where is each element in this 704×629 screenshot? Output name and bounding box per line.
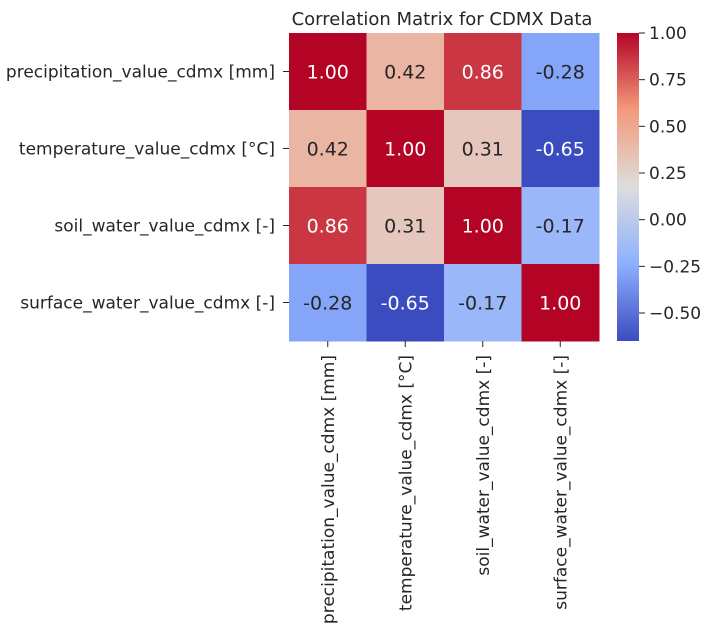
cell-value-label: -0.65 <box>536 139 585 161</box>
heatmap-cell <box>366 110 445 188</box>
cell-value-label: 1.00 <box>307 62 349 84</box>
heatmap-cell <box>366 187 445 265</box>
colorbar-tick-label: 0.25 <box>649 164 687 184</box>
colorbar-tick-label: −0.50 <box>649 304 701 324</box>
cell-value-label: 0.42 <box>307 139 349 161</box>
cell-value-label: 0.31 <box>462 139 504 161</box>
column-label: precipitation_value_cdmx [mm] <box>319 355 339 624</box>
row-label: soil_water_value_cdmx [-] <box>54 217 275 237</box>
cell-value-label: 1.00 <box>539 293 581 315</box>
cell-value-label: 0.86 <box>307 216 349 238</box>
colorbar-tick-label: 0.75 <box>649 71 687 91</box>
heatmap-cell <box>444 264 522 342</box>
heatmap-cell <box>521 110 600 188</box>
heatmap-cell <box>289 110 367 188</box>
cell-value-label: -0.65 <box>381 293 430 315</box>
cell-value-label: 0.42 <box>384 62 426 84</box>
row-label: precipitation_value_cdmx [mm] <box>6 63 275 83</box>
column-label: surface_water_value_cdmx [-] <box>551 355 571 610</box>
column-labels: precipitation_value_cdmx [mm] temperature… <box>319 341 571 624</box>
colorbar-tick-label: −0.25 <box>649 257 701 277</box>
heatmap-cell <box>521 187 600 265</box>
cell-value-label: 1.00 <box>384 139 426 161</box>
colorbar-gradient <box>617 33 639 341</box>
heatmap-cell <box>366 33 445 111</box>
cell-value-label: -0.17 <box>458 293 507 315</box>
heatmap-cells: 1.00 0.42 0.86 -0.28 0.42 1.00 0.31 -0.65 0.86 0.… <box>289 33 600 342</box>
heatmap-cell <box>444 33 522 111</box>
colorbar-tick-label: 0.50 <box>649 117 687 137</box>
heatmap-cell <box>289 187 367 265</box>
row-label: temperature_value_cdmx [°C] <box>19 140 275 160</box>
heatmap-cell <box>366 264 445 342</box>
row-labels: precipitation_value_cdmx [mm] temperature… <box>6 63 289 314</box>
column-label: soil_water_value_cdmx [-] <box>474 355 494 576</box>
row-label: surface_water_value_cdmx [-] <box>20 294 275 314</box>
cell-value-label: 0.86 <box>462 62 504 84</box>
cell-value-label: -0.28 <box>303 293 352 315</box>
heatmap-cell <box>289 33 367 111</box>
chart-title: Correlation Matrix for CDMX Data <box>292 9 593 30</box>
heatmap-cell <box>444 110 522 188</box>
cell-value-label: 1.00 <box>462 216 504 238</box>
cell-value-label: 0.31 <box>384 216 426 238</box>
heatmap-cell <box>521 33 600 111</box>
cell-value-label: -0.17 <box>536 216 585 238</box>
heatmap-cell <box>289 264 367 342</box>
cell-value-label: -0.28 <box>536 62 585 84</box>
colorbar-tick-label: 0.00 <box>649 211 687 231</box>
colorbar: 1.00 0.75 0.50 0.25 0.00 −0.25 −0.50 <box>617 24 701 341</box>
heatmap-cell <box>521 264 600 342</box>
column-label: temperature_value_cdmx [°C] <box>396 355 416 611</box>
heatmap-cell <box>444 187 522 265</box>
colorbar-tick-label: 1.00 <box>649 24 687 44</box>
